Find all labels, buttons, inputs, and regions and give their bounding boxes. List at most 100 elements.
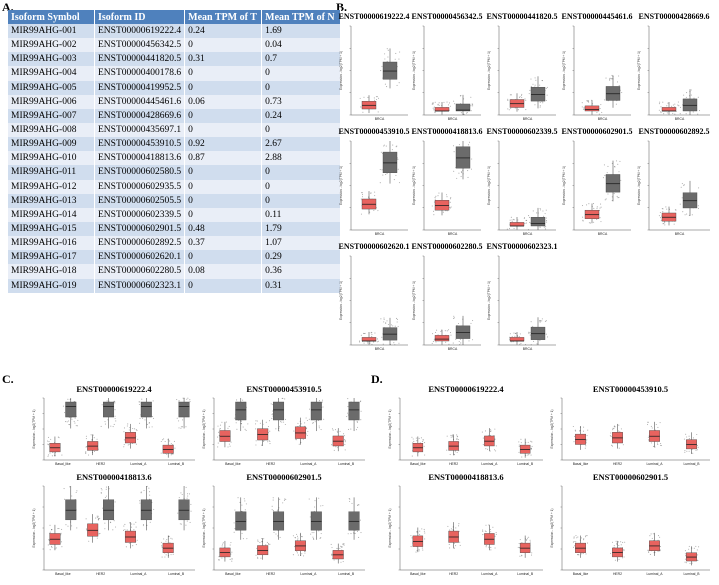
tumor-point [688,545,690,547]
normal-point [458,172,460,174]
normal-point [603,164,605,166]
normal-box [103,401,115,418]
tumor-point [166,453,168,455]
boxplot-svg: Expression - log2(TPM + 1) BRCA [637,140,710,236]
tumor-point [217,559,220,561]
normal-point [528,215,530,217]
normal-point [395,174,397,176]
tumor-point [133,529,135,531]
tumor-point [662,211,664,213]
normal-point [320,428,322,431]
tumor-point [514,335,516,337]
tumor-point [95,517,97,519]
tumor-point [453,453,456,456]
tumor-point [377,111,379,113]
tumor-point [415,551,417,553]
normal-point [384,58,386,60]
tumor-point [507,99,509,101]
tumor-point [307,430,309,432]
tumor-point [86,529,88,531]
tumor-point [88,454,90,456]
tumor-point [339,430,341,432]
tumor-point [660,112,662,114]
tumor-point [358,340,361,342]
tumor-point [344,443,346,446]
normal-point [471,158,473,160]
table-cell: 0 [184,66,263,81]
tumor-point [614,559,616,561]
normal-point [180,523,182,525]
tumor-point [412,438,414,440]
tumor-point [431,342,433,344]
normal-point [453,317,455,320]
normal-point [611,78,613,80]
boxplot-svg: Expression - log2(TPM + 1) Basal_like HER2… [550,485,710,576]
normal-point [542,102,544,104]
tumor-point [92,434,94,436]
normal-point [683,94,685,96]
normal-point [381,65,383,67]
normal-point [68,423,70,426]
x-tick-label: HER2 [96,572,105,576]
normal-point [358,504,360,506]
tumor-point [596,206,598,208]
normal-point [312,536,314,538]
tumor-point [581,102,583,104]
normal-point [395,317,398,320]
tumor-point [128,429,130,431]
normal-point [621,91,623,94]
normal-point [272,499,274,501]
y-axis-label: Expression - log2(TPM + 1) [202,509,206,548]
tumor-point [371,343,373,345]
tumor-point [527,441,529,443]
tumor-point [490,531,492,533]
tumor-point [257,557,259,559]
tumor-point [586,435,588,437]
chart-title: ENST00000602339.5 [486,127,558,136]
tumor-point [659,536,661,538]
tumor-point [413,440,415,442]
tumor-point [583,106,585,108]
normal-point [385,173,387,176]
table-cell: 0 [184,193,263,208]
tumor-point [666,112,668,114]
tumor-point [683,438,685,440]
x-tick-label: BRCA [675,117,685,121]
normal-point [383,145,385,147]
tumor-point [521,97,523,99]
tumor-point [434,196,436,199]
tumor-point [649,553,651,556]
normal-point [530,321,532,323]
tumor-point [269,430,271,432]
tumor-point [374,195,376,197]
tumor-point [696,549,698,551]
tumor-point [447,104,450,106]
normal-point [615,160,618,162]
normal-point [244,500,246,502]
tumor-point [231,560,233,562]
tumor-point [424,454,426,456]
normal-point [234,527,236,530]
normal-point [690,94,692,96]
table-cell: MIR99AHG-012 [8,179,95,194]
boxplot-svg: Expression - log2(TPM + 1) Basal_like HER2… [388,485,543,576]
tumor-point [129,427,131,429]
normal-point [697,207,700,210]
tumor-point [219,424,222,426]
normal-point [533,340,535,342]
normal-point [100,425,102,428]
tumor-point [448,343,450,345]
tumor-point [437,195,439,197]
normal-point [77,419,79,421]
tumor-point [300,423,302,425]
tumor-point [163,538,165,540]
tumor-point [524,343,527,346]
tumor-point [361,194,364,196]
tumor-point [660,219,662,221]
tumor-point [367,96,369,98]
normal-point [532,325,534,327]
normal-point [114,415,116,417]
normal-point [697,96,699,98]
tumor-point [666,208,668,210]
boxplot-svg: Expression - log2(TPM + 1) Basal_like HER2… [32,397,195,466]
